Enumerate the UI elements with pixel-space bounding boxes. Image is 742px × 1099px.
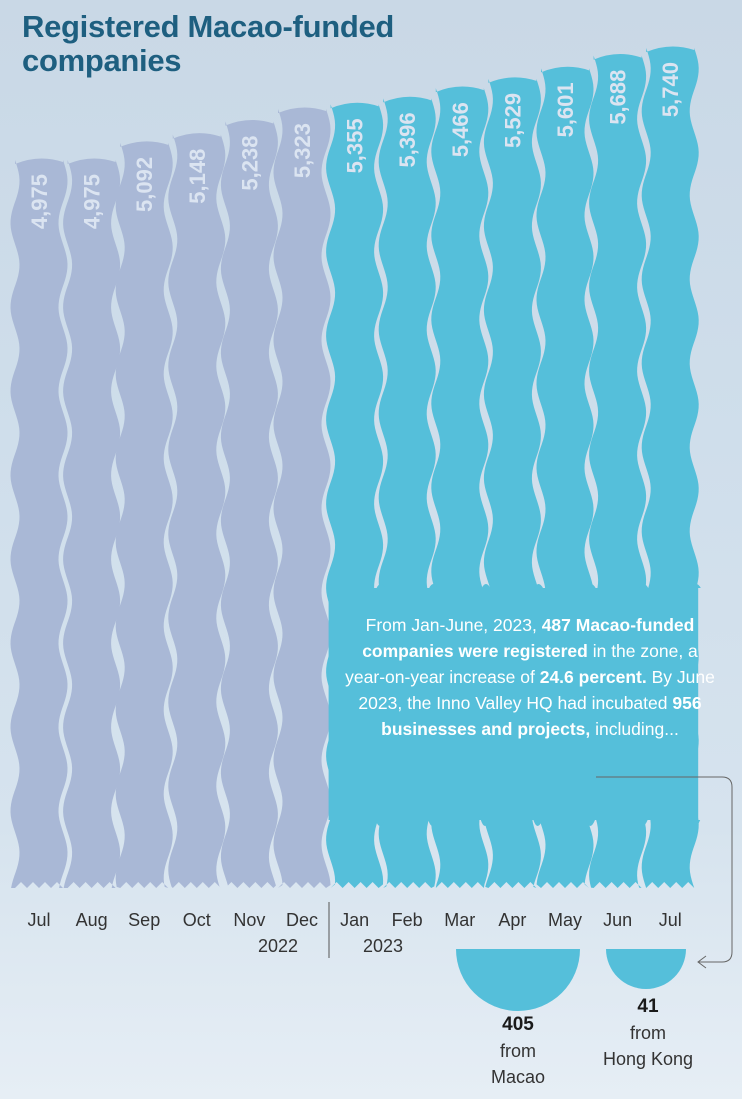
bar-jul-2022 — [10, 158, 68, 888]
hongkong-breakdown: 41 from Hong Kong — [588, 994, 708, 1072]
summary-callout: From Jan-June, 2023, 487 Macao-funded co… — [345, 615, 715, 739]
month-tick-label: Feb — [392, 910, 423, 930]
bar-value-label: 5,740 — [658, 62, 683, 117]
bar-value-label: 5,355 — [343, 118, 368, 173]
bar-value-label: 5,601 — [553, 82, 578, 137]
month-tick-label: Jun — [603, 910, 632, 930]
month-tick-label: May — [548, 910, 582, 930]
month-tick-label: Nov — [233, 910, 265, 930]
month-tick-label: Jan — [340, 910, 369, 930]
month-tick-label: Jul — [27, 910, 50, 930]
arrow-head-icon — [697, 955, 707, 969]
bar-dec-2022 — [273, 107, 331, 888]
month-tick-label: Dec — [286, 910, 318, 930]
arrow-connector — [596, 776, 733, 963]
bar-aug-2022 — [63, 158, 121, 888]
month-tick-label: Mar — [444, 910, 475, 930]
bar-nov-2022 — [220, 119, 278, 888]
bar-value-label: 4,975 — [80, 174, 105, 229]
month-tick-label: Jul — [659, 910, 682, 930]
hongkong-count: 41 — [637, 996, 659, 1017]
bar-value-label: 5,092 — [132, 157, 157, 212]
year-label-2023: 2023 — [363, 936, 403, 956]
bar-value-label: 5,466 — [448, 102, 473, 157]
macao-breakdown: 405 from Macao — [468, 1012, 568, 1090]
macao-label-line2: Macao — [490, 1067, 546, 1087]
bar-sep-2022 — [115, 141, 173, 888]
bar-value-label: 4,975 — [27, 174, 52, 229]
bar-oct-2022 — [168, 133, 226, 888]
callout-background — [328, 584, 701, 826]
macao-semicircle — [456, 949, 580, 1011]
bar-value-label: 5,238 — [237, 135, 262, 190]
macao-count: 405 — [502, 1014, 534, 1035]
month-tick-label: Apr — [498, 910, 526, 930]
year-label-2022: 2022 — [258, 936, 298, 956]
hongkong-label-line1: from — [630, 1023, 666, 1043]
month-tick-label: Sep — [128, 910, 160, 930]
hongkong-semicircle — [606, 949, 686, 989]
bar-value-label: 5,688 — [606, 70, 631, 125]
month-tick-label: Aug — [76, 910, 108, 930]
bar-value-label: 5,529 — [500, 93, 525, 148]
bar-value-label: 5,148 — [185, 149, 210, 204]
chart-title: Registered Macao-funded companies — [22, 9, 395, 79]
macao-label-line1: from — [500, 1041, 536, 1061]
bar-value-label: 5,396 — [395, 112, 420, 167]
hongkong-label-line2: Hong Kong — [602, 1049, 694, 1069]
month-tick-label: Oct — [183, 910, 211, 930]
bar-value-label: 5,323 — [290, 123, 315, 178]
